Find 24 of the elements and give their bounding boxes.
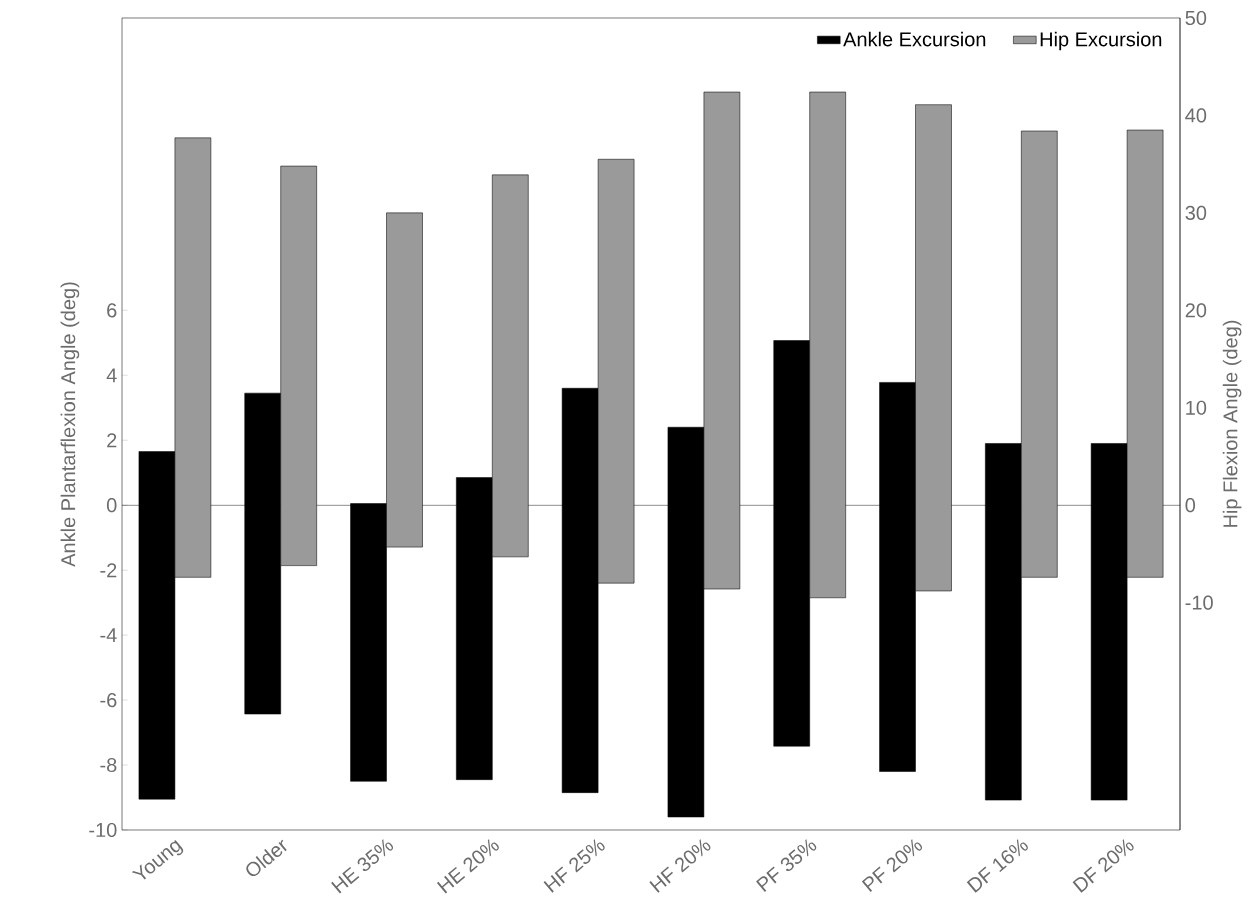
y2-tick-label: 40 [1185, 108, 1207, 123]
x-tick-label: HE 35% [331, 839, 394, 894]
y2-tick-label: 20 [1185, 303, 1207, 318]
y-tick-label: 2 [107, 433, 117, 448]
y-tick-label: 6 [107, 303, 117, 318]
legend-label: Hip Excursion [1040, 31, 1162, 51]
legend-label: Ankle Excursion [843, 31, 986, 47]
y2-axis-title: Hip Flexion Angle (deg) [1222, 320, 1242, 527]
y-tick-label: -4 [100, 628, 117, 642]
x-tick-label: PF 20% [861, 839, 923, 892]
y2-tick-label: -10 [1185, 595, 1213, 610]
y-tick-label: -8 [100, 757, 117, 773]
x-tick-label: PF 35% [756, 839, 817, 892]
y-tick-label: -10 [89, 822, 117, 838]
y2-tick-label: 50 [1185, 10, 1207, 26]
y-tick-label: -2 [100, 563, 117, 578]
y-tick-label: 0 [106, 498, 117, 513]
y2-tick-label: 30 [1185, 205, 1207, 220]
y-tick-label: -6 [100, 692, 117, 708]
x-tick-label: DF 16% [966, 839, 1028, 893]
y2-tick-label: 10 [1186, 400, 1207, 415]
y-tick-label: 4 [106, 368, 117, 383]
y-axis-title: Ankle Plantarflexion Angle (deg) [60, 282, 80, 567]
y2-tick-label: 0 [1185, 498, 1196, 513]
